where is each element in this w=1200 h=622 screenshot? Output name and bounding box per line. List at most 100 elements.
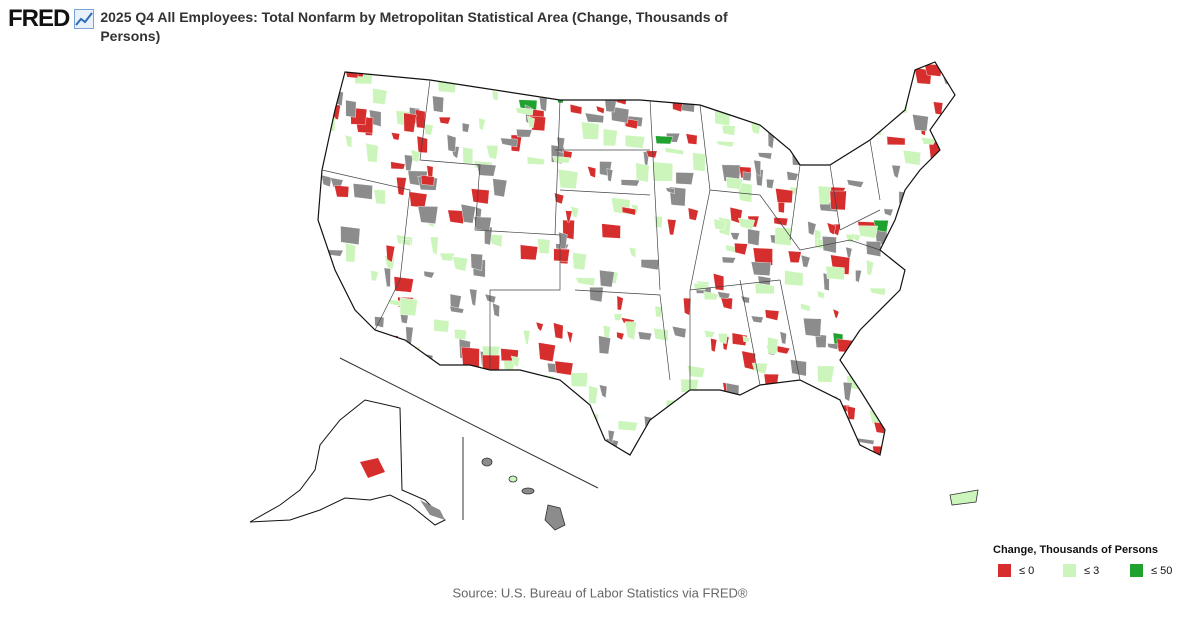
- msa-region: [432, 95, 444, 113]
- msa-region: [424, 123, 434, 136]
- msa-region: [420, 174, 435, 186]
- msa-region: [933, 101, 944, 115]
- msa-region: [538, 342, 556, 362]
- msa-region: [561, 439, 569, 454]
- msa-region: [587, 165, 597, 179]
- msa-region: [617, 420, 638, 432]
- msa-region: [461, 399, 481, 411]
- msa-region: [814, 333, 827, 348]
- msa-region: [553, 322, 564, 340]
- msa-region: [558, 168, 579, 189]
- source: Source: U.S. Bureau of Labor Statistics …: [453, 585, 748, 600]
- msa-region: [396, 177, 407, 196]
- msa-region: [867, 335, 878, 349]
- msa-region: [610, 106, 630, 124]
- msa-region: [701, 416, 718, 430]
- msa-region: [410, 149, 421, 163]
- msa-region: [906, 306, 925, 319]
- msa-region: [328, 314, 335, 331]
- msa-region: [699, 67, 715, 85]
- msa-region: [359, 347, 370, 361]
- msa-region: [448, 441, 458, 455]
- msa-region: [827, 343, 839, 350]
- msa-region: [390, 132, 400, 141]
- msa-region: [683, 297, 692, 316]
- msa-region: [775, 402, 789, 416]
- msa-region: [751, 362, 768, 375]
- msa-region: [850, 125, 860, 141]
- msa-region: [734, 242, 748, 256]
- msa-region: [330, 295, 349, 311]
- msa-region: [460, 453, 480, 455]
- msa-region: [635, 162, 650, 183]
- msa-region: [826, 222, 837, 236]
- msa-region: [606, 168, 614, 182]
- msa-region: [790, 359, 807, 377]
- msa-region: [319, 321, 326, 341]
- msa-region: [677, 439, 689, 455]
- msa-region: [328, 368, 338, 376]
- msa-region: [736, 92, 752, 105]
- msa-region: [537, 394, 547, 409]
- msa-region: [653, 327, 669, 342]
- msa-region: [951, 415, 955, 425]
- msa-region: [839, 456, 848, 465]
- legend-label: ≤ 3: [1084, 565, 1099, 577]
- msa-region: [724, 103, 735, 112]
- msa-region: [685, 133, 698, 145]
- msa-region: [574, 415, 586, 430]
- msa-region: [886, 136, 906, 146]
- msa-region: [740, 295, 750, 304]
- msa-region: [515, 107, 534, 116]
- msa-region: [680, 74, 698, 91]
- msa-region: [334, 185, 350, 198]
- msa-region: [667, 218, 677, 236]
- msa-region: [735, 83, 753, 96]
- msa-region: [675, 172, 695, 185]
- msa-region: [817, 185, 832, 205]
- msa-region: [347, 326, 367, 337]
- msa-region: [469, 288, 478, 307]
- msa-region: [645, 150, 658, 159]
- msa-region: [846, 405, 856, 420]
- msa-region: [714, 98, 730, 111]
- msa-region: [539, 97, 548, 112]
- msa-region: [434, 62, 442, 80]
- msa-region: [742, 171, 752, 182]
- msa-region: [549, 413, 567, 420]
- msa-region: [918, 274, 930, 295]
- msa-region: [845, 233, 856, 244]
- msa-region: [705, 63, 715, 73]
- msa-region: [520, 244, 539, 261]
- msa-region: [883, 208, 894, 217]
- msa-region: [373, 189, 386, 205]
- msa-region: [649, 74, 664, 83]
- msa-region: [492, 302, 500, 318]
- msa-region: [817, 365, 835, 383]
- alaska: [249, 399, 446, 526]
- msa-region: [855, 270, 862, 283]
- msa-region: [738, 217, 756, 230]
- msa-region: [916, 370, 925, 387]
- msa-region: [565, 210, 573, 223]
- msa-region: [913, 295, 927, 312]
- msa-region: [526, 115, 535, 129]
- msa-region: [524, 79, 539, 95]
- msa-region: [879, 317, 893, 333]
- msa-region: [321, 174, 332, 188]
- msa-region: [913, 304, 926, 324]
- msa-region: [871, 73, 886, 86]
- msa-region: [890, 100, 902, 111]
- msa-region: [704, 397, 716, 408]
- msa-region: [721, 256, 737, 264]
- msa-region: [603, 128, 618, 147]
- msa-region: [429, 236, 439, 256]
- msa-region: [765, 68, 774, 85]
- msa-region: [409, 191, 428, 208]
- msa-region: [766, 178, 775, 189]
- msa-region: [632, 77, 647, 88]
- msa-region: [829, 453, 840, 455]
- msa-region: [902, 234, 911, 249]
- msa-region: [403, 112, 417, 133]
